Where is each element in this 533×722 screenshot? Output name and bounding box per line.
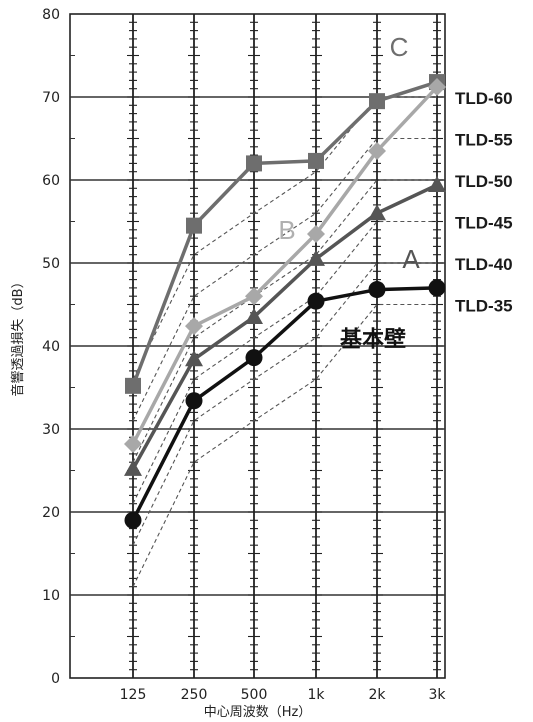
tld-label: TLD-60 [455, 89, 513, 108]
series-label: A [402, 244, 420, 274]
grid [69, 13, 446, 679]
triangle-marker [368, 204, 386, 221]
triangle-marker [185, 350, 203, 367]
x-tick-label: 125 [120, 687, 147, 703]
circle-marker [307, 292, 325, 310]
square-marker [308, 152, 324, 169]
reference-curve [132, 137, 437, 421]
y-tick-label: 80 [42, 7, 60, 23]
series-line [131, 183, 438, 470]
reference-curve [132, 262, 437, 546]
square-marker [125, 377, 141, 394]
x-tick-label: 2k [368, 687, 386, 703]
x-axis-title: 中心周波数（Hz） [204, 705, 312, 720]
y-tick-label: 20 [42, 505, 60, 521]
series-line [131, 80, 438, 387]
square-marker [369, 93, 385, 110]
reference-curve [132, 303, 437, 587]
y-tick-label: 50 [42, 256, 60, 272]
chart-text: 0 10 20 30 40 50 60 70 80 125 250 500 1k 2k 3k TLD-60 TL… [10, 7, 513, 720]
x-tick-label: 250 [181, 687, 208, 703]
diamond-marker [185, 317, 203, 336]
tld-label: TLD-55 [455, 131, 513, 150]
series-label: C [390, 32, 409, 62]
reference-curve [132, 179, 437, 463]
circle-marker [245, 349, 263, 367]
series-markers [124, 74, 446, 529]
tld-label: TLD-50 [455, 172, 513, 191]
x-tick-label: 500 [241, 687, 268, 703]
tld-label: TLD-40 [455, 255, 513, 274]
diamond-marker [245, 287, 263, 306]
triangle-marker [428, 175, 446, 192]
reference-curves [132, 96, 437, 587]
y-tick-label: 10 [42, 588, 60, 604]
circle-marker [185, 392, 203, 410]
diamond-marker [428, 78, 446, 97]
base-wall-label: 基本壁 [340, 327, 406, 353]
diamond-marker [368, 141, 386, 160]
y-tick-label: 30 [42, 422, 60, 438]
square-marker [246, 155, 262, 172]
series-lines [131, 80, 439, 522]
x-tick-label: 1k [307, 687, 325, 703]
y-tick-label: 0 [51, 671, 60, 687]
circle-marker [368, 281, 386, 299]
y-tick-label: 40 [42, 339, 60, 355]
triangle-marker [245, 307, 263, 324]
diamond-marker [124, 434, 142, 453]
circle-marker [428, 279, 446, 297]
triangle-marker [307, 249, 325, 266]
triangle-marker [124, 459, 142, 476]
series-line [131, 85, 439, 445]
y-axis-title: 音響透過損失（dB） [10, 275, 26, 396]
x-tick-label: 3k [428, 687, 446, 703]
series-label: B [278, 215, 295, 245]
tld-label: TLD-35 [455, 297, 513, 316]
circle-marker [124, 511, 142, 529]
square-marker [186, 217, 202, 234]
y-tick-label: 60 [42, 173, 60, 189]
reference-curve [132, 220, 437, 504]
tld-label: TLD-45 [455, 214, 513, 233]
series-line [131, 286, 438, 522]
diamond-marker [307, 224, 325, 243]
y-tick-label: 70 [42, 90, 60, 106]
